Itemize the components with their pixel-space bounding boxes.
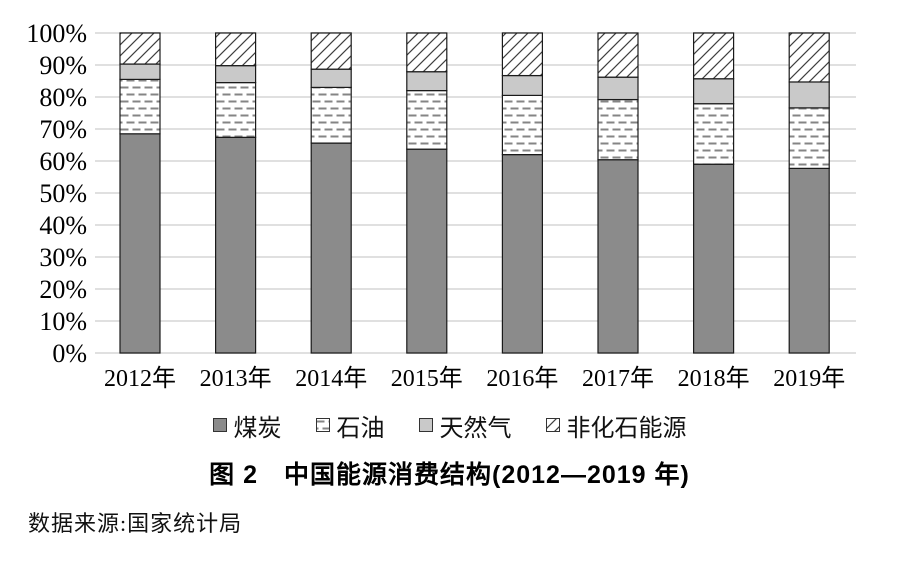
x-category-label: 2019年: [773, 365, 845, 392]
chart-legend: 煤炭 石油 天然气 非化石能源: [0, 406, 899, 444]
x-category-label: 2016年: [486, 365, 558, 392]
x-category-label: 2015年: [391, 365, 463, 392]
y-tick-label: 50%: [39, 179, 87, 208]
y-tick-label: 30%: [39, 243, 87, 272]
x-category-label: 2012年: [104, 365, 176, 392]
grid-layer: [95, 32, 856, 354]
y-tick-label: 10%: [39, 307, 87, 336]
legend-label: 天然气: [439, 415, 512, 442]
bar-segment: [310, 86, 352, 144]
bar-segment: [119, 78, 161, 135]
bar-segment: [215, 136, 257, 354]
bar-segment: [215, 32, 257, 67]
legend-item-coal: 煤炭: [212, 408, 282, 443]
coal-swatch-icon: [212, 418, 227, 432]
bar-segment: [215, 81, 257, 138]
bar-segment: [597, 76, 639, 101]
bar-segment: [788, 167, 830, 354]
bar-segment: [692, 32, 735, 80]
x-category-label: 2017年: [582, 365, 654, 392]
legend-label: 石油: [336, 415, 385, 442]
legend-item-oil: 石油: [315, 408, 385, 443]
bar-layer: [119, 32, 830, 354]
legend-label: 非化石能源: [566, 415, 687, 442]
bar-segment: [310, 32, 352, 70]
bar-segment: [788, 32, 830, 83]
nonfossil-swatch-icon: [545, 418, 560, 432]
bar-segment: [692, 103, 735, 165]
bar-segment: [501, 154, 543, 354]
bar-segment: [406, 148, 448, 354]
x-category-label: 2014年: [295, 365, 367, 392]
bar-segment: [788, 107, 830, 169]
gas-swatch-icon: [418, 418, 433, 432]
bar-segment: [501, 32, 543, 77]
oil-swatch-icon: [315, 418, 330, 432]
bar-segment: [406, 71, 448, 92]
y-tick-label: 60%: [39, 147, 87, 176]
bar-segment: [501, 74, 543, 96]
y-tick-label: 20%: [39, 275, 87, 304]
data-source-note: 数据来源:国家统计局: [28, 511, 243, 536]
bar-segment: [597, 98, 639, 161]
y-tick-label: 0%: [52, 339, 87, 368]
bar-segment: [119, 63, 161, 81]
legend-label: 煤炭: [233, 415, 282, 442]
x-category-label: 2018年: [678, 365, 750, 392]
bar-segment: [501, 94, 543, 156]
bar-segment: [597, 32, 639, 78]
bar-segment: [406, 32, 448, 73]
y-tick-label: 90%: [39, 51, 87, 80]
y-tick-label: 40%: [39, 211, 87, 240]
bar-segment: [788, 81, 830, 109]
legend-item-gas: 天然气: [418, 408, 512, 443]
x-category-label: 2013年: [200, 365, 272, 392]
bar-segment: [215, 65, 257, 84]
axis-label-layer: 0% 10% 20% 30% 40% 50% 60% 70% 80% 90% 100% 2012年 20…: [26, 19, 845, 392]
bar-segment: [692, 78, 735, 105]
y-tick-label: 70%: [39, 115, 87, 144]
figure-caption: 图 2 中国能源消费结构(2012—2019 年): [209, 461, 690, 489]
bar-segment: [119, 133, 161, 354]
bar-segment: [119, 32, 161, 65]
bar-segment: [310, 68, 352, 89]
bar-segment: [406, 89, 448, 150]
y-tick-label: 80%: [39, 83, 87, 112]
bar-segment: [597, 159, 639, 354]
bar-segment: [310, 142, 352, 354]
bar-segment: [692, 163, 735, 354]
stacked-bar-chart: 0% 10% 20% 30% 40% 50% 60% 70% 80% 90% 100% 2012年 20…: [26, 19, 856, 392]
legend-item-nonfossil: 非化石能源: [545, 408, 687, 443]
y-tick-label: 100%: [26, 19, 87, 48]
